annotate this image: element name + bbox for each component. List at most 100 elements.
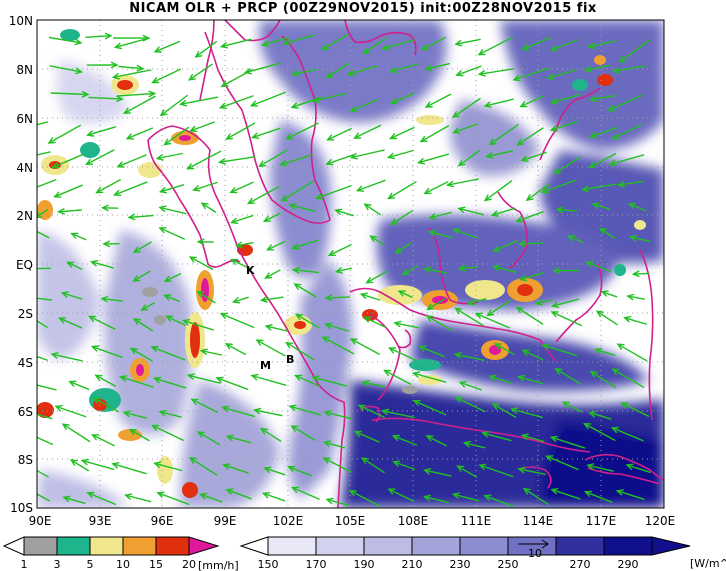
wind-arrow-shaft bbox=[151, 346, 186, 361]
wind-arrow-head bbox=[155, 154, 164, 161]
wind-arrow-shaft bbox=[244, 62, 281, 74]
wind-arrow-shaft bbox=[66, 261, 83, 270]
wind-arrow-shaft bbox=[546, 455, 579, 471]
wind-arrow-head bbox=[199, 348, 208, 355]
wind-arrow-shaft bbox=[487, 300, 511, 316]
wind-arrow-shaft bbox=[118, 65, 144, 70]
wind-arrow-head bbox=[477, 70, 486, 77]
wind-arrow-head bbox=[555, 206, 564, 214]
wind-arrow-shaft bbox=[230, 258, 253, 271]
wind-arrow-shaft bbox=[526, 183, 550, 201]
wind-arrow-shaft bbox=[37, 230, 50, 239]
wind-arrow-head bbox=[420, 44, 429, 51]
wind-arrow-shaft bbox=[383, 369, 412, 385]
wind-arrow-head bbox=[362, 47, 371, 55]
wind-arrow-shaft bbox=[250, 91, 286, 107]
wind-arrow-head bbox=[591, 202, 600, 209]
wind-arrow-head bbox=[285, 341, 294, 349]
lon-label: 102E bbox=[273, 514, 304, 528]
wind-arrow-shaft bbox=[253, 409, 283, 417]
wind-arrow-shaft bbox=[37, 413, 53, 420]
wind-arrow-shaft bbox=[520, 95, 545, 108]
wind-arrow-head bbox=[95, 186, 104, 194]
wind-arrow-head bbox=[425, 435, 434, 442]
lat-label: 2N bbox=[16, 209, 33, 223]
wind-arrow-shaft bbox=[251, 374, 287, 386]
wind-arrow-head bbox=[607, 105, 616, 112]
wind-arrow-shaft bbox=[261, 36, 289, 46]
wind-arrow-shaft bbox=[101, 298, 124, 302]
wind-arrow-head bbox=[426, 303, 435, 311]
wind-arrow-shaft bbox=[191, 398, 218, 413]
wind-arrow-shaft bbox=[453, 123, 479, 134]
wind-arrow-shaft bbox=[423, 495, 449, 504]
wind-arrow-head bbox=[321, 336, 330, 343]
wind-arrow-shaft bbox=[562, 401, 583, 413]
wind-arrow-shaft bbox=[130, 347, 153, 362]
wind-arrow-shaft bbox=[523, 488, 549, 505]
wind-arrow-head bbox=[588, 161, 597, 169]
wind-arrow-head bbox=[554, 368, 563, 375]
wind-arrow-shaft bbox=[219, 95, 254, 109]
lon-label: 114E bbox=[523, 514, 554, 528]
wind-arrow-head bbox=[158, 205, 167, 213]
wind-arrow-shaft bbox=[452, 493, 480, 502]
wind-arrow-shaft bbox=[363, 316, 386, 328]
wind-arrow-head bbox=[623, 316, 632, 323]
wind-arrow-head bbox=[219, 312, 229, 319]
wind-arrow-shaft bbox=[112, 463, 147, 475]
wind-arrow-head bbox=[549, 435, 558, 442]
wind-arrow-head bbox=[545, 455, 554, 462]
wind-arrow-shaft bbox=[266, 240, 286, 251]
wind-arrow-head bbox=[253, 407, 262, 415]
wind-arrow-head bbox=[261, 492, 271, 499]
wind-arrow-shaft bbox=[91, 434, 115, 447]
wind-arrow-shaft bbox=[426, 315, 454, 332]
wind-arrow-head bbox=[158, 186, 168, 194]
wind-arrow-shaft bbox=[91, 345, 123, 358]
lat-label: 4S bbox=[18, 356, 33, 370]
wind-arrow-shaft bbox=[627, 295, 645, 300]
wind-arrow-shaft bbox=[494, 343, 515, 355]
wind-arrow-shaft bbox=[48, 36, 82, 44]
wind-arrow-shaft bbox=[426, 298, 446, 311]
wind-arrow-head bbox=[136, 64, 145, 72]
wind-arrow-shaft bbox=[517, 127, 544, 146]
wind-arrow-head bbox=[221, 405, 230, 413]
prcp-bin bbox=[2, 536, 25, 556]
wind-arrow-shaft bbox=[163, 294, 180, 302]
wind-arrow-head bbox=[122, 410, 131, 417]
wind-arrow-shaft bbox=[295, 313, 320, 329]
wind-arrow-head bbox=[588, 131, 598, 139]
wind-arrow-shaft bbox=[251, 127, 281, 139]
wind-arrow-head bbox=[428, 229, 437, 237]
olr-colorbar: 150 170 190 210 230 250 270 290 10 [W/m^… bbox=[239, 536, 726, 571]
wind-arrow-shaft bbox=[192, 181, 218, 191]
olr-tick: 230 bbox=[450, 558, 471, 571]
wind-arrow-head bbox=[462, 440, 471, 448]
wind-arrow-shaft bbox=[458, 149, 481, 167]
wind-arrow-head bbox=[419, 135, 428, 143]
wind-arrow-head bbox=[220, 80, 229, 88]
wind-arrow-shaft bbox=[220, 38, 252, 48]
wind-arrow-head bbox=[458, 381, 467, 388]
wind-arrow-head bbox=[51, 162, 60, 169]
map-frame bbox=[36, 19, 665, 509]
wind-arrow-shaft bbox=[260, 296, 284, 301]
wind-arrow-head bbox=[132, 318, 142, 325]
wind-arrow-head bbox=[26, 488, 32, 493]
wind-arrow-shaft bbox=[382, 39, 415, 50]
wind-arrow-shaft bbox=[291, 425, 316, 441]
place-marker-k: K bbox=[246, 264, 255, 277]
wind-arrow-shaft bbox=[189, 457, 218, 476]
wind-arrow-head bbox=[383, 369, 392, 376]
wind-arrow-head bbox=[104, 32, 113, 40]
wind-arrow-head bbox=[546, 73, 555, 80]
wind-arrow-shaft bbox=[133, 318, 154, 332]
wind-arrow-head bbox=[264, 272, 273, 279]
wind-arrow-head bbox=[110, 61, 119, 69]
wind-arrow-head bbox=[478, 463, 487, 470]
lon-axis-labels: 90E 93E 96E 99E 102E 105E 108E 111E 114E… bbox=[29, 514, 676, 528]
wind-arrow-shaft bbox=[52, 153, 83, 169]
wind-arrow-shaft bbox=[220, 313, 255, 329]
